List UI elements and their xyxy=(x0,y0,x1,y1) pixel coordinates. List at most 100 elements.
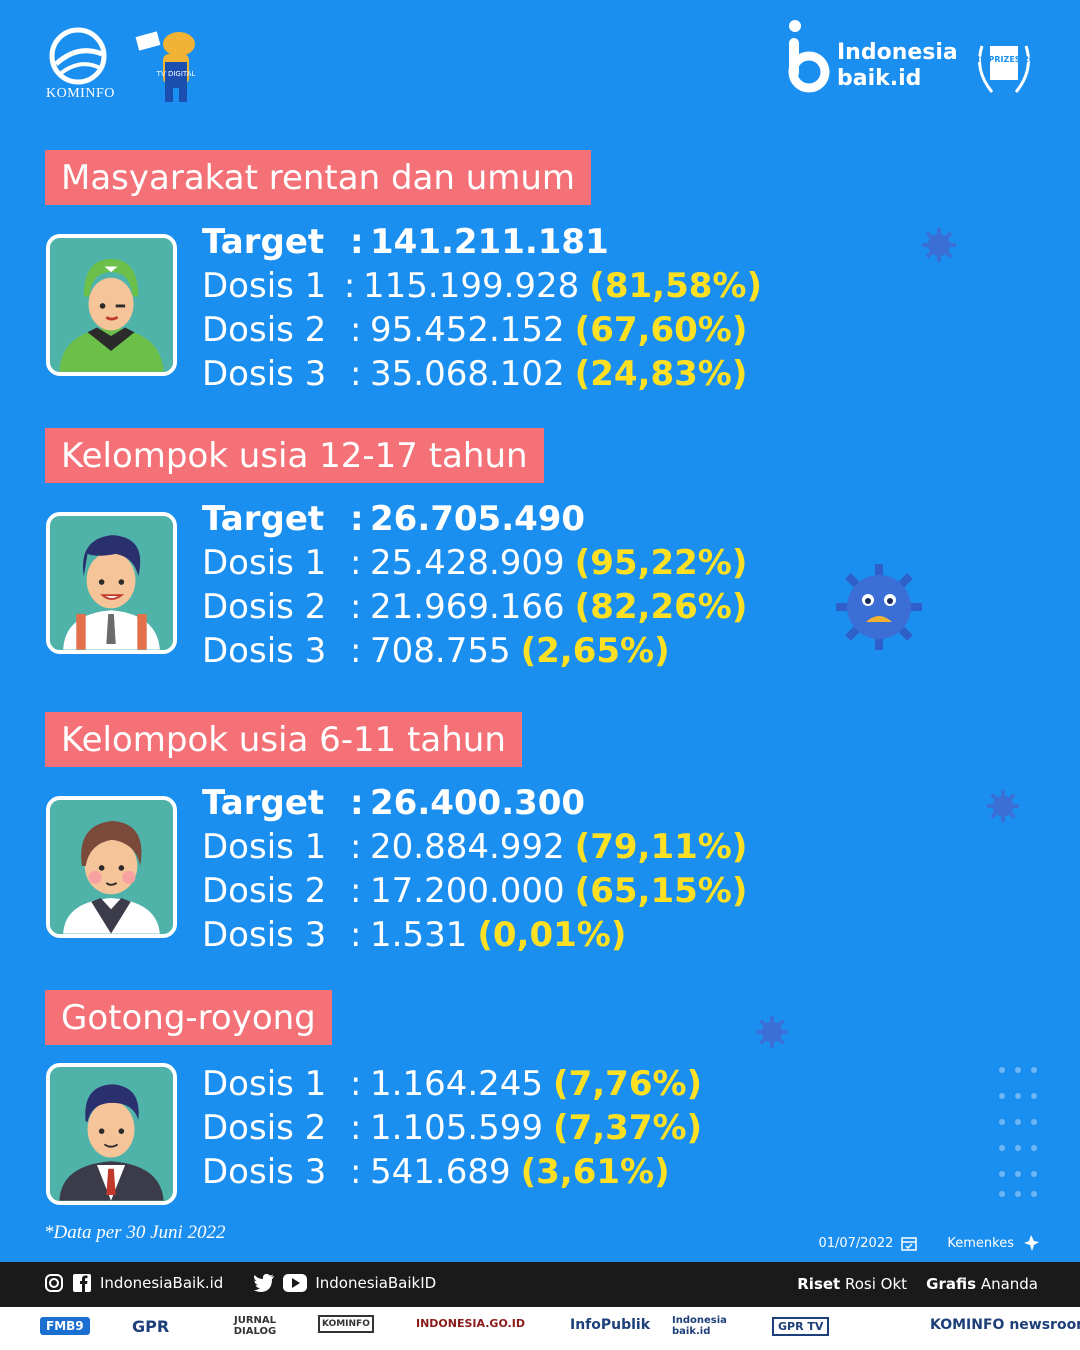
colon: : xyxy=(350,222,364,262)
kominfo-text: KOMINFO xyxy=(46,86,115,101)
target-value: 26.400.300 xyxy=(370,783,586,823)
dose-value: 95.452.152 xyxy=(370,310,565,350)
dose-row: Dosis 1 : 115.199.928 (81,58%) xyxy=(202,264,762,308)
avatar-ojek-driver xyxy=(46,234,177,376)
brand-line1: Indonesia xyxy=(837,40,958,65)
stats-usia-6-11: Target : 26.400.300 Dosis 1 : 20.884.992… xyxy=(202,781,762,957)
partner-logo-kominfo: KOMINFO xyxy=(318,1315,374,1333)
colon: : xyxy=(350,1064,362,1104)
dose-row: Dosis 1 : 20.884.992 (79,11%) xyxy=(202,825,762,869)
colon: : xyxy=(350,354,362,394)
dose-percentage: (7,76%) xyxy=(553,1064,703,1104)
dose-row: Dosis 3 : 1.531 (0,01%) xyxy=(202,913,762,957)
dose-value: 35.068.102 xyxy=(370,354,565,394)
target-label: Target xyxy=(202,499,325,539)
twitter-icon[interactable] xyxy=(253,1273,275,1293)
colon: : xyxy=(350,915,362,955)
social-handle-2[interactable]: IndonesiaBaikID xyxy=(315,1274,437,1292)
colon: : xyxy=(350,587,362,627)
target-row: Target : 26.705.490 xyxy=(202,497,762,541)
partner-logo-jurnal-dialog: JURNAL DIALOG xyxy=(233,1315,277,1337)
dose-row: Dosis 1 : 25.428.909 (95,22%) xyxy=(202,541,762,585)
dose-percentage: (65,15%) xyxy=(574,871,748,911)
dose-value: 708.755 xyxy=(370,631,511,671)
target-value: 26.705.490 xyxy=(370,499,586,539)
publish-meta: 01/07/2022 Kemenkes xyxy=(818,1234,1040,1252)
calendar-icon xyxy=(901,1237,918,1251)
dose-percentage: (79,11%) xyxy=(574,827,748,867)
dose-label: Dosis 2 xyxy=(202,310,327,350)
youtube-icon[interactable] xyxy=(283,1274,308,1292)
dose-label: Dosis 3 xyxy=(202,1152,327,1192)
colon: : xyxy=(350,871,362,911)
stats-gotong-royong: Dosis 1 : 1.164.245 (7,76%) Dosis 2 : 1.… xyxy=(202,1062,762,1194)
dose-value: 20.884.992 xyxy=(370,827,565,867)
colon: : xyxy=(350,827,362,867)
colon: : xyxy=(350,543,362,583)
dose-percentage: (0,01%) xyxy=(477,915,627,955)
grafis-label: Grafis xyxy=(926,1275,977,1293)
virus-icon xyxy=(986,789,1020,823)
colon: : xyxy=(350,499,364,539)
section-title-masyarakat: Masyarakat rentan dan umum xyxy=(45,150,592,205)
target-row: Target : 141.211.181 xyxy=(202,220,762,264)
dose-value: 17.200.000 xyxy=(370,871,565,911)
virus-icon xyxy=(755,1015,789,1049)
data-footnote: *Data per 30 Juni 2022 xyxy=(44,1222,226,1243)
wsis-award-badge: WSIS PRIZES 2018 xyxy=(962,36,1046,100)
colon: : xyxy=(343,266,356,306)
social-bar: IndonesiaBaik.id IndonesiaBaikID Riset R… xyxy=(0,1262,1080,1307)
dose-label: Dosis 2 xyxy=(202,871,327,911)
avatar-child-student xyxy=(46,796,177,938)
dose-row: Dosis 2 : 17.200.000 (65,15%) xyxy=(202,869,762,913)
mascot-text: TV DIGITAL xyxy=(156,70,196,78)
target-label: Target xyxy=(202,222,325,262)
virus-face-icon xyxy=(836,564,922,650)
target-value: 141.211.181 xyxy=(370,222,609,262)
colon: : xyxy=(350,1152,362,1192)
dose-label: Dosis 1 xyxy=(202,543,327,583)
indonesiabaik-brand: Indonesia baik.id WSIS PRIZES 2018 xyxy=(785,18,1046,100)
dose-value: 1.105.599 xyxy=(370,1108,544,1148)
dose-label: Dosis 1 xyxy=(202,266,327,306)
partner-logo-gpr-tv: GPR TV xyxy=(772,1317,830,1336)
pin-icon xyxy=(1024,1235,1039,1251)
dose-label: Dosis 3 xyxy=(202,631,327,671)
dose-label: Dosis 2 xyxy=(202,1108,327,1148)
dose-label: Dosis 1 xyxy=(202,1064,327,1104)
laurel-icon: WSIS PRIZES 2018 xyxy=(962,45,1046,93)
dose-percentage: (82,26%) xyxy=(574,587,748,627)
dose-percentage: (3,61%) xyxy=(520,1152,670,1192)
dot-grid-decoration xyxy=(999,1067,1037,1197)
instagram-icon[interactable] xyxy=(44,1273,64,1293)
dose-percentage: (24,83%) xyxy=(574,354,748,394)
target-row: Target : 26.400.300 xyxy=(202,781,762,825)
colon: : xyxy=(350,1108,362,1148)
dose-value: 21.969.166 xyxy=(370,587,565,627)
kominfo-emblem-icon xyxy=(49,27,107,85)
riset-name: Rosi Okt xyxy=(845,1275,908,1293)
stats-masyarakat: Target : 141.211.181 Dosis 1 : 115.199.9… xyxy=(202,220,762,396)
dose-percentage: (95,22%) xyxy=(574,543,748,583)
avatar-teen-student xyxy=(46,512,177,654)
dose-row: Dosis 3 : 708.755 (2,65%) xyxy=(202,629,762,673)
indonesiabaik-logo-icon xyxy=(788,20,830,93)
grafis-name: Ananda xyxy=(980,1275,1038,1293)
colon: : xyxy=(350,310,362,350)
brand-line2: baik.id xyxy=(837,66,922,91)
dose-percentage: (7,37%) xyxy=(553,1108,703,1148)
dose-row: Dosis 2 : 95.452.152 (67,60%) xyxy=(202,308,762,352)
section-title-usia-6-11: Kelompok usia 6-11 tahun xyxy=(45,712,522,767)
dose-row: Dosis 1 : 1.164.245 (7,76%) xyxy=(202,1062,762,1106)
dose-value: 25.428.909 xyxy=(370,543,565,583)
social-handle-1[interactable]: IndonesiaBaik.id xyxy=(100,1274,224,1292)
colon: : xyxy=(350,783,364,823)
award-text: WSIS PRIZES 2018 xyxy=(972,55,1036,64)
facebook-icon[interactable] xyxy=(72,1273,92,1293)
section-title-usia-12-17: Kelompok usia 12-17 tahun xyxy=(45,428,544,483)
credits: Riset Rosi Okt Grafis Ananda xyxy=(797,1275,1038,1293)
dose-row: Dosis 2 : 1.105.599 (7,37%) xyxy=(202,1106,762,1150)
partner-logo-fmb9: FMB9 xyxy=(40,1317,90,1335)
stats-usia-12-17: Target : 26.705.490 Dosis 1 : 25.428.909… xyxy=(202,497,762,673)
dose-percentage: (67,60%) xyxy=(574,310,748,350)
